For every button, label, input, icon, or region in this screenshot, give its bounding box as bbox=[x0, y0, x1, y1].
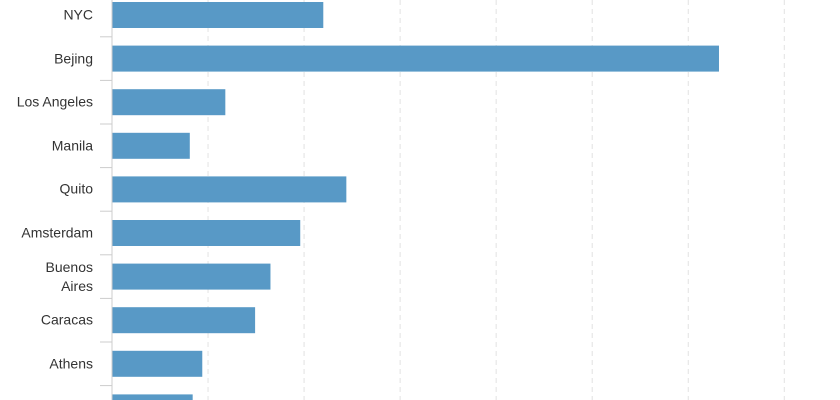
y-tick-label: Buenos Aires bbox=[45, 258, 93, 294]
y-tick-label: Caracas bbox=[40, 311, 93, 328]
y-tick-label: Quito bbox=[59, 180, 93, 197]
bar bbox=[112, 307, 256, 334]
bar bbox=[112, 263, 271, 290]
bar bbox=[112, 394, 193, 400]
y-tick-label: NYC bbox=[63, 6, 93, 23]
bar bbox=[112, 220, 301, 246]
bar bbox=[112, 132, 190, 159]
y-tick-label: Bejing bbox=[54, 50, 93, 67]
bar bbox=[112, 350, 203, 377]
bar bbox=[112, 89, 226, 116]
y-tick-label: Amsterdam bbox=[21, 224, 93, 241]
y-tick-label: Los Angeles bbox=[16, 93, 93, 110]
bar bbox=[112, 2, 324, 28]
y-tick-label: Athens bbox=[49, 355, 93, 372]
y-tick-label: Manila bbox=[51, 137, 93, 154]
bar bbox=[112, 176, 347, 203]
bar bbox=[112, 45, 719, 72]
